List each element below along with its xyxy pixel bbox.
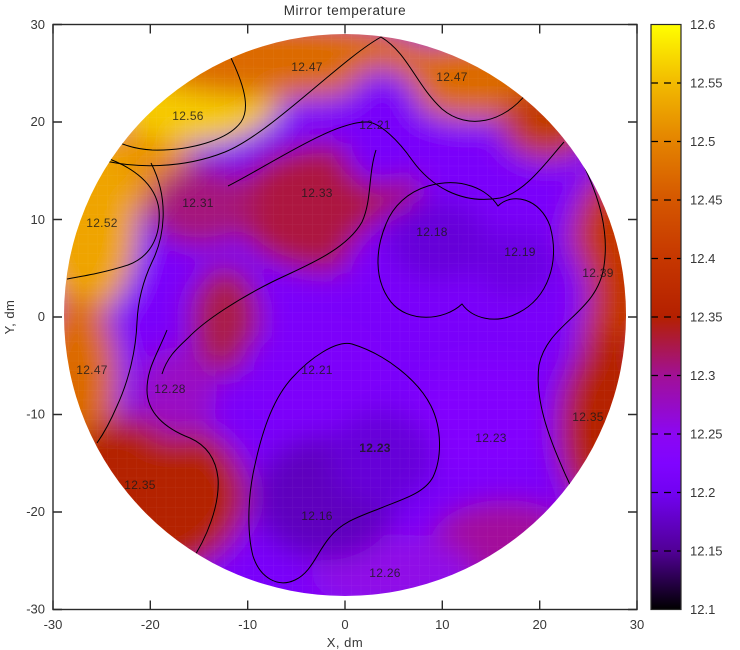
point-label: 12.18 — [416, 225, 448, 239]
colorbar-tick-label: 12.6 — [690, 17, 715, 32]
colorbar-tick-label: 12.55 — [690, 76, 723, 91]
y-tick-label: 30 — [31, 17, 45, 32]
x-tick-label: -20 — [141, 617, 160, 632]
x-axis-title: X, dm — [327, 635, 363, 650]
point-label: 12.47 — [76, 363, 108, 377]
chart-title: Mirror temperature — [284, 3, 407, 18]
x-tick-label: 0 — [341, 617, 348, 632]
y-axis-right-ticks — [628, 23, 637, 611]
colorbar-tick-label: 12.15 — [690, 544, 723, 559]
colorbar-tick-label: 12.35 — [690, 310, 723, 325]
contour-line — [146, 329, 219, 564]
contour-line — [161, 149, 377, 375]
y-tick-label: 0 — [38, 309, 45, 324]
point-label: 12.35 — [572, 410, 604, 424]
x-axis-top-ticks — [52, 24, 638, 34]
contour-line — [227, 121, 565, 200]
y-axis-left-ticks — [53, 23, 62, 611]
axis-ticks — [52, 23, 638, 611]
colorbar-tick-label: 12.2 — [690, 485, 715, 500]
colorbar-contour-level-marks — [651, 82, 681, 552]
point-label: 12.33 — [301, 186, 333, 200]
x-tick-label: 30 — [630, 617, 644, 632]
value-labels: 12.47 12.47 12.56 12.21 12.33 12.31 12.5… — [76, 60, 614, 580]
point-label: 12.56 — [172, 109, 204, 123]
point-label: 12.26 — [369, 566, 401, 580]
point-label: 12.52 — [86, 216, 118, 230]
x-axis-tick-labels: -30 -20 -10 0 10 20 30 — [44, 617, 645, 632]
contour-line — [66, 156, 160, 280]
y-axis-tick-labels: 30 20 10 0 -10 -20 -30 — [26, 17, 45, 617]
y-tick-label: -20 — [26, 504, 45, 519]
contour-line — [106, 39, 247, 151]
point-label: 12.28 — [154, 382, 186, 396]
y-tick-label: -30 — [26, 602, 45, 617]
point-label: 12.21 — [359, 118, 391, 132]
point-label: 12.39 — [582, 266, 614, 280]
contour-line — [93, 36, 527, 167]
contour-line — [96, 162, 164, 444]
x-tick-label: 10 — [435, 617, 449, 632]
point-label: 12.19 — [504, 245, 536, 259]
contour-line — [377, 182, 554, 320]
y-tick-label: 10 — [31, 212, 45, 227]
colorbar-tick-label: 12.1 — [690, 602, 715, 617]
x-axis-bottom-ticks — [52, 600, 638, 610]
colorbar-border — [650, 23, 682, 611]
point-label: 12.47 — [436, 70, 468, 84]
pm3d-cell-grid — [64, 34, 626, 596]
point-label: 12.31 — [182, 196, 214, 210]
y-tick-label: 20 — [31, 114, 45, 129]
x-tick-label: -30 — [44, 617, 63, 632]
point-label: 12.47 — [291, 60, 323, 74]
point-label: 12.16 — [301, 509, 333, 523]
point-label: 12.21 — [301, 363, 333, 377]
colorbar-tick-label: 12.25 — [690, 427, 723, 442]
colorbar-tick-label: 12.45 — [690, 193, 723, 208]
x-tick-label: -10 — [238, 617, 257, 632]
point-label: 12.23 — [359, 441, 391, 455]
y-axis-title: Y, dm — [2, 300, 17, 335]
colorbar-tick-label: 12.3 — [690, 368, 715, 383]
colorbar-tick-labels: 12.6 12.55 12.5 12.45 12.4 12.35 12.3 12… — [690, 17, 723, 617]
colorbar: 12.6 12.55 12.5 12.45 12.4 12.35 12.3 12… — [650, 17, 723, 617]
colorbar-tick-label: 12.5 — [690, 134, 715, 149]
point-label: 12.23 — [475, 431, 507, 445]
y-tick-label: -10 — [26, 407, 45, 422]
colorbar-tick-label: 12.4 — [690, 251, 715, 266]
point-label: 12.35 — [124, 478, 156, 492]
x-tick-label: 20 — [532, 617, 546, 632]
contour-line — [537, 159, 606, 493]
heatmap-surface — [64, 34, 626, 596]
contour-line — [248, 342, 440, 584]
